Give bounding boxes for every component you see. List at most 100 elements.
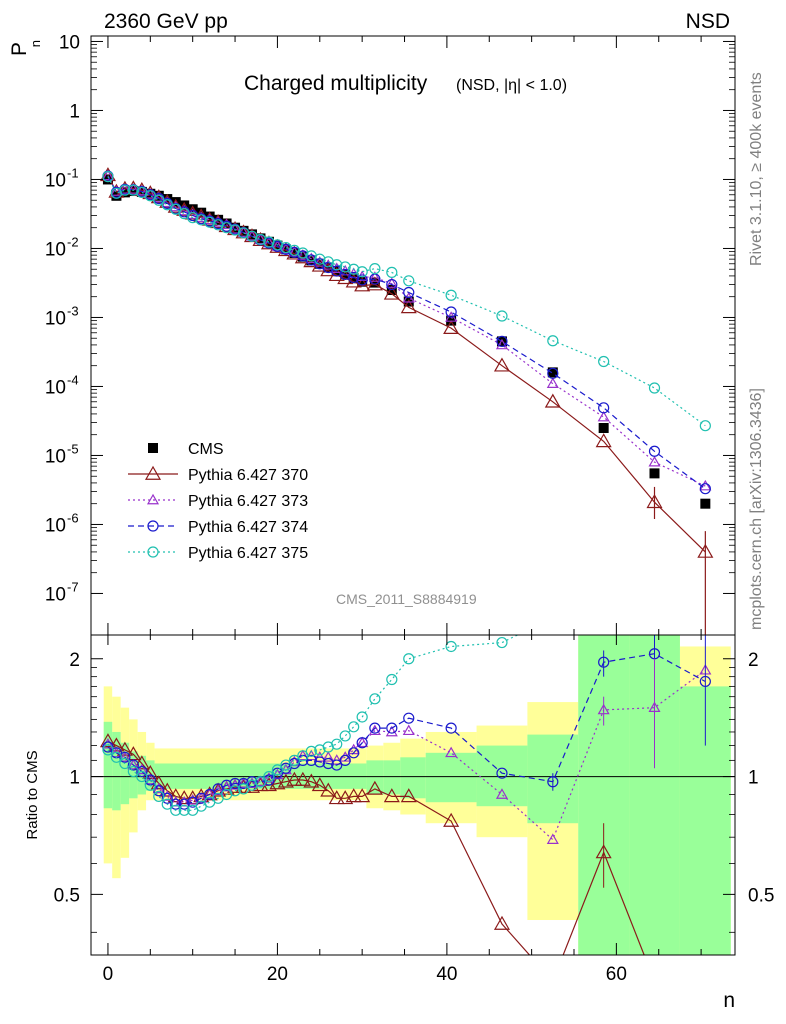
ratio-point-pythia-6-427-370 — [354, 788, 371, 803]
ratio-point-pythia-6-427-374 — [314, 756, 326, 768]
legend: CMS Pythia 6.427 370 Pythia 6.427 373 Pythi… — [128, 441, 308, 562]
ratio-point-pythia-6-427-374 — [339, 754, 351, 766]
analysis-label: CMS_2011_S8884919 — [336, 591, 477, 607]
ratio-point-pythia-6-427-374 — [331, 759, 343, 771]
y-axis-label: P — [8, 42, 31, 56]
point-cms — [289, 247, 300, 258]
point-pythia-6-427-370 — [354, 277, 371, 292]
ratio-series-pythia-6-427-375 — [102, 585, 660, 816]
ratio-point-pythia-6-427-375 — [271, 764, 284, 776]
band-green-bin — [476, 745, 528, 807]
point-pythia-6-427-375 — [254, 233, 267, 246]
ratio-point-pythia-6-427-374 — [102, 741, 114, 753]
point-pythia-6-427-373 — [118, 183, 131, 194]
point-pythia-6-427-374 — [598, 402, 610, 414]
point-cms — [297, 251, 308, 262]
point-pythia-6-427-375 — [187, 212, 199, 224]
ratio-point-pythia-6-427-373 — [322, 751, 335, 762]
ratio-point-pythia-6-427-370 — [116, 741, 133, 756]
point-cms — [357, 276, 368, 287]
point-pythia-6-427-375 — [348, 263, 360, 275]
point-pythia-6-427-373 — [212, 216, 225, 227]
ratio-point-pythia-6-427-370 — [99, 733, 116, 748]
y-tick-exponent: -6 — [67, 510, 79, 525]
y-tick-exponent: -4 — [67, 372, 79, 387]
point-pythia-6-427-373 — [203, 213, 216, 225]
point-pythia-6-427-374 — [496, 335, 508, 347]
ratio-point-pythia-6-427-373 — [445, 746, 458, 758]
ratio-point-pythia-6-427-375 — [254, 776, 267, 788]
point-pythia-6-427-370 — [544, 393, 561, 408]
ratio-point-pythia-6-427-375 — [650, 585, 660, 595]
ratio-point-pythia-6-427-375 — [280, 759, 292, 771]
point-pythia-6-427-373 — [195, 211, 208, 222]
ratio-point-pythia-6-427-370 — [400, 788, 417, 803]
point-pythia-6-427-375 — [496, 310, 508, 322]
point-pythia-6-427-375 — [127, 184, 139, 196]
ratio-point-pythia-6-427-375 — [288, 754, 300, 766]
legend-marker — [146, 493, 160, 505]
ratio-point-pythia-6-427-374 — [348, 747, 360, 759]
y-axis-label-sub: n — [28, 40, 43, 47]
point-pythia-6-427-370 — [400, 299, 417, 314]
ratio-point-pythia-6-427-373 — [347, 743, 360, 755]
legend-entry-cms: CMS — [148, 441, 224, 458]
ratio-point-pythia-6-427-375 — [548, 612, 558, 622]
ratio-point-pythia-6-427-373 — [101, 737, 114, 749]
error-bars — [653, 486, 706, 635]
point-pythia-6-427-373 — [322, 259, 335, 270]
ratio-point-pythia-6-427-375 — [599, 585, 609, 595]
point-pythia-6-427-374 — [445, 306, 457, 318]
point-pythia-6-427-375 — [119, 184, 131, 196]
ratio-point-pythia-6-427-374 — [178, 798, 190, 810]
series-pythia-6-427-375 — [102, 171, 711, 432]
ratio-point-pythia-6-427-370 — [443, 812, 460, 827]
ratio-point-pythia-6-427-375 — [144, 779, 156, 791]
legend-label: Pythia 6.427 373 — [188, 493, 308, 510]
y-tick-exponent: -1 — [67, 165, 79, 180]
ratio-point-pythia-6-427-373 — [178, 795, 191, 807]
ratio-panel: 0.5 0.51 12 20 20 40 60 Ratio to CMS n — [24, 585, 774, 1012]
ratio-point-pythia-6-427-375 — [496, 636, 508, 649]
point-pythia-6-427-375 — [314, 253, 326, 265]
band-green-bin — [129, 751, 138, 799]
x-axis-label: n — [723, 989, 735, 1012]
ratio-point-pythia-6-427-375 — [127, 765, 139, 778]
point-cms — [247, 229, 257, 240]
point-pythia-6-427-374 — [348, 271, 360, 284]
ratio-point-pythia-6-427-374 — [220, 779, 233, 791]
legend-label: Pythia 6.427 375 — [188, 545, 308, 562]
point-pythia-6-427-373 — [699, 479, 712, 491]
y-tick-label: 10 — [45, 377, 66, 398]
ratio-point-pythia-6-427-370 — [345, 788, 362, 803]
ratio-point-pythia-6-427-370 — [366, 780, 383, 795]
ratio-point-pythia-6-427-375 — [229, 785, 241, 797]
point-pythia-6-427-373 — [313, 256, 326, 267]
header-left: 2360 GeV pp — [104, 10, 228, 33]
point-cms — [348, 273, 359, 284]
point-pythia-6-427-374 — [547, 367, 559, 379]
ratio-point-pythia-6-427-375 — [348, 721, 360, 733]
point-cms — [128, 186, 139, 197]
ratio-point-pythia-6-427-370 — [286, 771, 303, 786]
point-pythia-6-427-370 — [383, 285, 400, 300]
ratio-point-pythia-6-427-374 — [496, 767, 508, 779]
point-cms — [700, 498, 711, 509]
y-tick-exponent: -3 — [67, 303, 79, 318]
ratio-point-pythia-6-427-375 — [403, 653, 415, 665]
point-pythia-6-427-373 — [161, 196, 174, 208]
ratio-point-pythia-6-427-373 — [385, 725, 398, 737]
legend-label: Pythia 6.427 370 — [188, 467, 308, 484]
ratio-y-tick-label: 1 — [748, 768, 759, 789]
legend-marker — [147, 520, 159, 532]
band-green-bin — [366, 760, 384, 795]
ratio-point-pythia-6-427-370 — [648, 974, 662, 986]
y-tick-label: 10 — [59, 32, 80, 53]
point-pythia-6-427-373 — [178, 204, 191, 216]
point-pythia-6-427-374 — [403, 286, 415, 299]
ratio-point-pythia-6-427-375 — [445, 640, 457, 653]
legend-marker — [144, 465, 162, 480]
ratio-point-pythia-6-427-375 — [161, 798, 173, 810]
